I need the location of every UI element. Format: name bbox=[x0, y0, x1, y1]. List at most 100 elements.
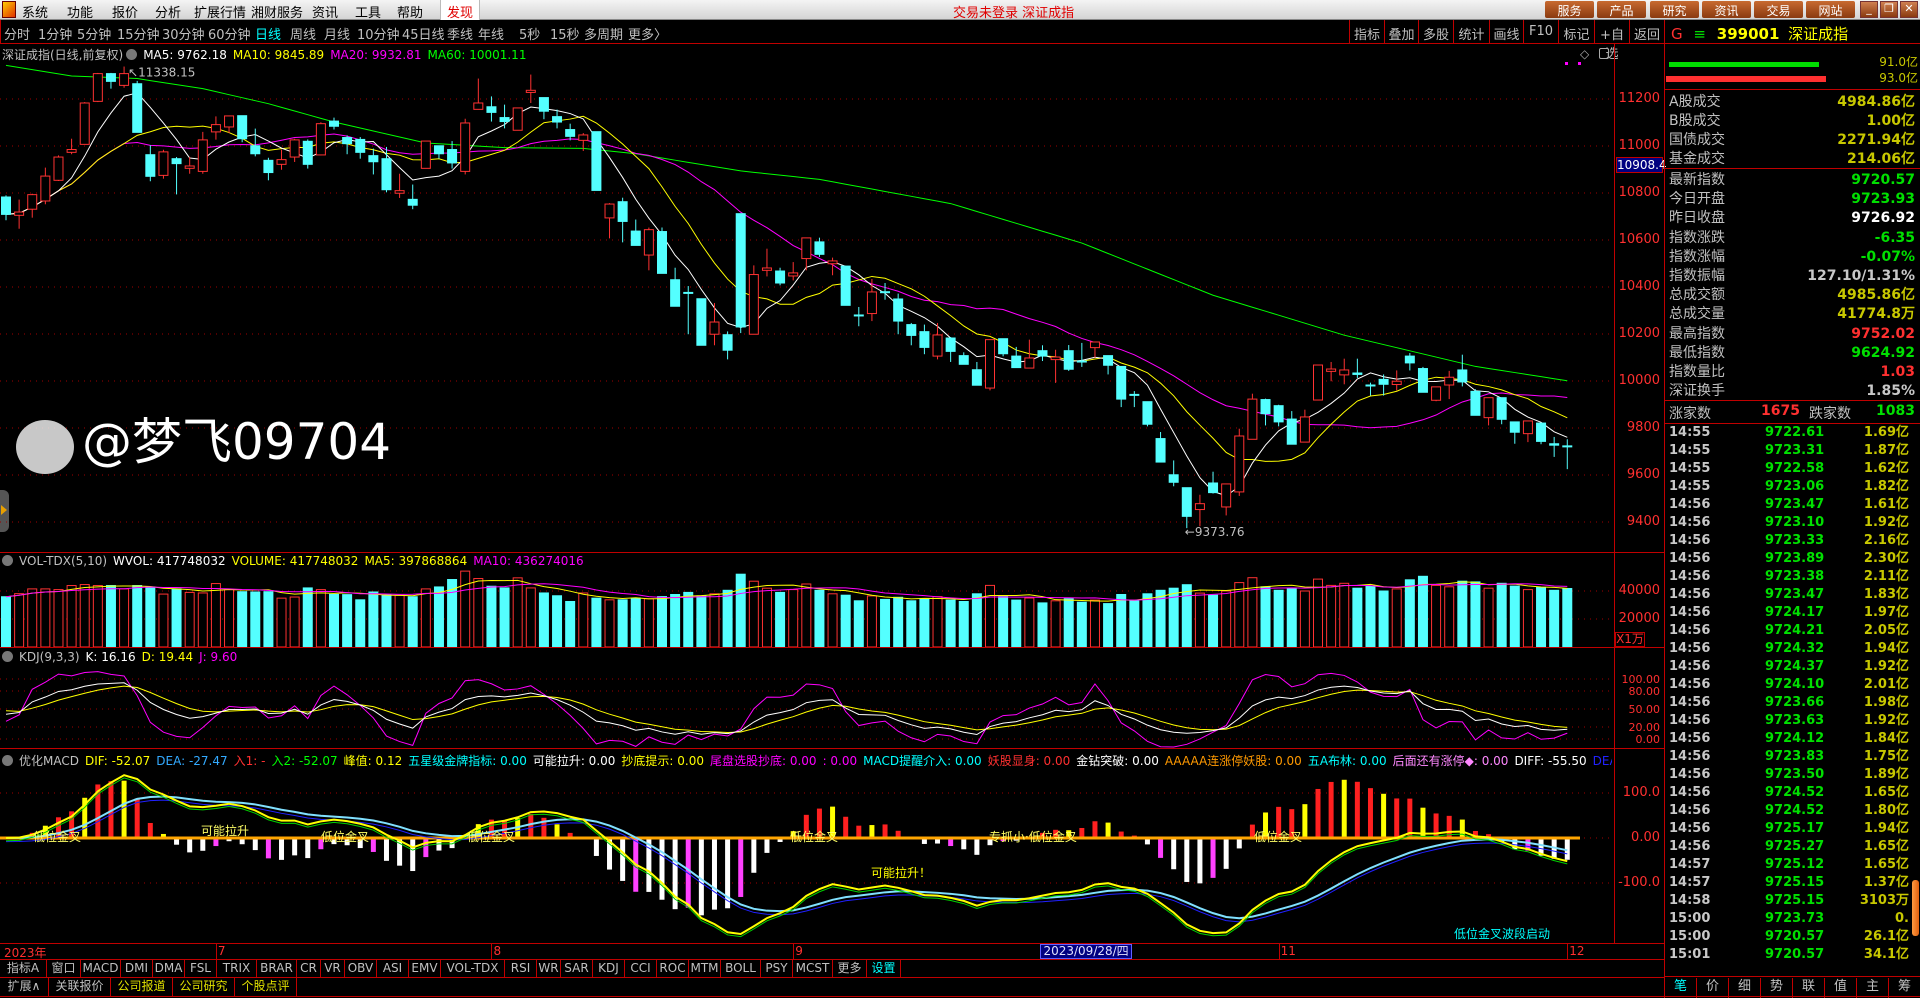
menu-icon[interactable]: ≡ bbox=[1693, 25, 1706, 43]
restore-button[interactable]: ❐ bbox=[1880, 1, 1898, 18]
period-quarterly[interactable]: 季线 bbox=[447, 28, 474, 43]
menu-extended-quotes[interactable]: 扩展行情 bbox=[194, 6, 247, 21]
period-intraday[interactable]: 分时 bbox=[4, 28, 31, 43]
toolbar-overlay[interactable]: 叠加 bbox=[1384, 20, 1418, 44]
period-15sec[interactable]: 15秒 bbox=[550, 28, 580, 43]
main-chart-header: 深证成指(日线,前复权) MA5: 9762.18 MA10: 9845.89 MA2… bbox=[2, 46, 1572, 63]
indicator-tab[interactable]: EMV bbox=[409, 960, 441, 977]
menu-tools[interactable]: 工具 bbox=[355, 6, 382, 21]
indicator-tab[interactable]: PSY bbox=[761, 960, 793, 977]
extension-tab[interactable]: 关联报价 bbox=[49, 978, 111, 996]
volume-bar bbox=[670, 594, 681, 648]
indicator-tab[interactable]: OBV bbox=[345, 960, 377, 977]
toolbar-draw[interactable]: 画线 bbox=[1489, 20, 1523, 44]
extension-tab[interactable]: 公司报道 bbox=[111, 978, 173, 996]
minimize-button[interactable]: _ bbox=[1860, 1, 1878, 18]
period-5sec[interactable]: 5秒 bbox=[519, 28, 541, 43]
detail-tab[interactable]: 值 bbox=[1825, 978, 1857, 998]
period-1min[interactable]: 1分钟 bbox=[38, 28, 73, 43]
indicator-tab[interactable]: DMI bbox=[121, 960, 153, 977]
indicator-tab[interactable]: 指标A bbox=[0, 960, 47, 977]
period-60min[interactable]: 60分钟 bbox=[208, 28, 251, 43]
period-multi[interactable]: 多周期 bbox=[584, 28, 624, 43]
panel-toggle-icon[interactable] bbox=[1599, 48, 1609, 59]
period-more[interactable]: 更多〉 bbox=[628, 28, 668, 43]
tick-price: 9723.47 bbox=[1765, 587, 1825, 602]
market-breadth: 涨家数 1675 跌家数 1083 bbox=[1669, 403, 1917, 422]
menu-system[interactable]: 系统 bbox=[22, 6, 49, 21]
detail-tab[interactable]: 主 bbox=[1857, 978, 1889, 998]
indicator-tab[interactable]: DMA bbox=[153, 960, 185, 977]
tick-list-scrollbar[interactable] bbox=[1912, 880, 1919, 936]
kdj-j-value: J: 9.60 bbox=[199, 650, 238, 664]
indicator-tab[interactable]: CCI bbox=[625, 960, 657, 977]
toolbar-f10[interactable]: F10 bbox=[1523, 20, 1558, 44]
period-yearly[interactable]: 年线 bbox=[478, 28, 505, 43]
period-45day[interactable]: 45日线 bbox=[402, 28, 445, 43]
indicator-tab[interactable]: MTM bbox=[689, 960, 721, 977]
indicator-tab[interactable]: VOL-TDX bbox=[441, 960, 505, 977]
research-button[interactable]: 研究 bbox=[1650, 1, 1699, 18]
dropdown-icon[interactable] bbox=[2, 555, 13, 566]
detail-tab[interactable]: 细 bbox=[1729, 978, 1761, 998]
toolbar-back[interactable]: 返回 bbox=[1629, 20, 1664, 44]
extension-tab[interactable]: 扩展∧ bbox=[0, 978, 49, 996]
indicator-tab[interactable]: SAR bbox=[561, 960, 593, 977]
menu-help[interactable]: 帮助 bbox=[397, 6, 424, 21]
period-5min[interactable]: 5分钟 bbox=[77, 28, 112, 43]
products-button[interactable]: 产品 bbox=[1597, 1, 1646, 18]
period-daily[interactable]: 日线 bbox=[255, 28, 282, 43]
diamond-icon[interactable]: ◇ bbox=[1580, 47, 1590, 61]
sidebar-expand-handle[interactable] bbox=[0, 490, 9, 532]
detail-tab[interactable]: 联 bbox=[1793, 978, 1825, 998]
menu-discover[interactable]: 发现 bbox=[440, 0, 480, 21]
dropdown-icon[interactable] bbox=[126, 49, 138, 60]
indicator-tab[interactable]: BRAR bbox=[257, 960, 297, 977]
website-button[interactable]: 网站 bbox=[1806, 1, 1855, 18]
indicator-tab[interactable]: KDJ bbox=[593, 960, 625, 977]
service-button[interactable]: 服务 bbox=[1545, 1, 1594, 18]
indicator-tab[interactable]: VR bbox=[321, 960, 345, 977]
menu-news[interactable]: 资讯 bbox=[312, 6, 339, 21]
toolbar-mark[interactable]: 标记 bbox=[1558, 20, 1594, 44]
dropdown-icon[interactable] bbox=[2, 755, 13, 766]
period-weekly[interactable]: 周线 bbox=[290, 28, 317, 43]
indicator-tab[interactable]: MCST bbox=[793, 960, 833, 977]
indicator-tab[interactable]: 设置 bbox=[867, 960, 901, 977]
period-monthly[interactable]: 月线 bbox=[324, 28, 351, 43]
indicator-tab[interactable]: 窗口 bbox=[47, 960, 81, 977]
dropdown-icon[interactable] bbox=[2, 651, 13, 662]
indicator-tab[interactable]: ROC bbox=[657, 960, 689, 977]
trade-button[interactable]: 交易 bbox=[1754, 1, 1803, 18]
indicator-tab[interactable]: WR bbox=[537, 960, 561, 977]
period-15min[interactable]: 15分钟 bbox=[117, 28, 160, 43]
indicator-tab[interactable]: RSI bbox=[505, 960, 537, 977]
detail-tab[interactable]: 笔 bbox=[1665, 978, 1697, 998]
indicator-tab[interactable]: MACD bbox=[81, 960, 121, 977]
detail-tab[interactable]: 价 bbox=[1697, 978, 1729, 998]
extension-tab[interactable]: 公司研究 bbox=[173, 978, 235, 996]
detail-tab[interactable]: 筹 bbox=[1889, 978, 1920, 998]
period-10min[interactable]: 10分钟 bbox=[357, 28, 400, 43]
indicator-tab[interactable]: 更多 bbox=[833, 960, 867, 977]
tick-time: 14:56 bbox=[1669, 695, 1711, 710]
indicator-tab[interactable]: TRIX bbox=[217, 960, 257, 977]
close-button[interactable]: ✕ bbox=[1900, 1, 1918, 18]
detail-tab[interactable]: 势 bbox=[1761, 978, 1793, 998]
indicator-tab[interactable]: BOLL bbox=[721, 960, 761, 977]
indicator-tab[interactable]: CR bbox=[297, 960, 321, 977]
menu-xiangcai-service[interactable]: 湘财服务 bbox=[251, 6, 304, 21]
toolbar-multi-stock[interactable]: 多股 bbox=[1418, 20, 1453, 44]
indicator-tab[interactable]: FSL bbox=[185, 960, 217, 977]
toolbar-indicator[interactable]: 指标 bbox=[1349, 20, 1384, 44]
period-30min[interactable]: 30分钟 bbox=[162, 28, 205, 43]
toolbar-statistics[interactable]: 统计 bbox=[1453, 20, 1489, 44]
group-badge[interactable]: G bbox=[1671, 25, 1683, 43]
extension-tab[interactable]: 个股点评 bbox=[235, 978, 297, 996]
menu-quotes[interactable]: 报价 bbox=[112, 6, 139, 21]
news-button[interactable]: 资讯 bbox=[1702, 1, 1751, 18]
menu-functions[interactable]: 功能 bbox=[67, 6, 94, 21]
indicator-tab[interactable]: ASI bbox=[377, 960, 409, 977]
kline-chart[interactable]: ↖11338.15 ←9373.76 bbox=[0, 0, 1614, 998]
menu-analysis[interactable]: 分析 bbox=[155, 6, 182, 21]
